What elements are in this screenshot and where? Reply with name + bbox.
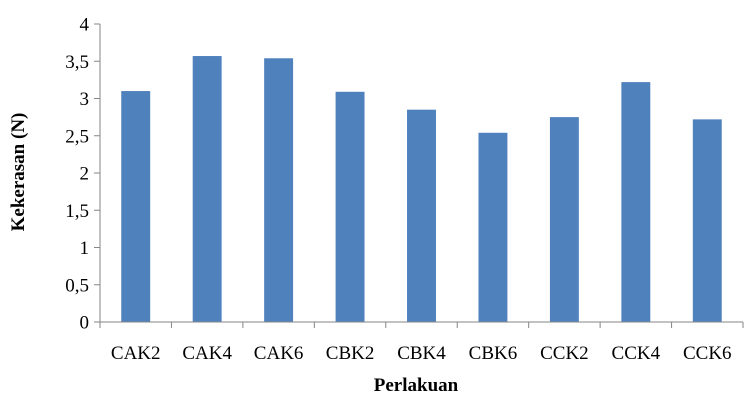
bar-cbk2	[335, 91, 365, 322]
x-tick-label: CBK6	[469, 343, 518, 364]
bar-cck4	[621, 82, 651, 322]
x-axis-ticks: CAK2 CAK4 CAK6 CBK2 CBK4 CBK6 CCK2 CCK4 CCK6	[99, 322, 744, 364]
bar-cak2	[121, 91, 151, 322]
x-tick-label: CBK2	[326, 343, 375, 364]
bar-cbk6	[478, 132, 508, 322]
x-tick-label: CCK4	[612, 343, 661, 364]
x-tick-label: CAK4	[182, 343, 232, 364]
y-tick-label: 3,5	[65, 52, 89, 73]
y-tick-label: 2	[80, 164, 90, 185]
y-tick-label: 1	[80, 238, 90, 259]
y-tick-label: 3	[80, 89, 90, 110]
x-tick-label: CCK6	[683, 343, 732, 364]
x-tick-label: CBK4	[397, 343, 446, 364]
bar-cck2	[549, 117, 579, 322]
bar-cck6	[692, 119, 722, 322]
y-axis-title: Kekerasan (N)	[8, 113, 29, 232]
bar-cbk4	[407, 109, 436, 322]
y-axis-ticks: 0 0,5 1 1,5 2 2,5 3 3,5 4	[65, 15, 100, 334]
bars	[121, 56, 722, 323]
y-tick-label: 0,5	[65, 275, 89, 296]
x-axis-title: Perlakuan	[374, 375, 459, 396]
y-tick-label: 0	[80, 313, 90, 334]
y-tick-label: 4	[80, 15, 90, 36]
x-tick-label: CAK2	[111, 343, 161, 364]
x-tick-label: CCK2	[540, 343, 589, 364]
y-tick-label: 1,5	[65, 201, 89, 222]
y-tick-label: 2,5	[65, 126, 89, 147]
bar-cak4	[192, 56, 222, 322]
x-tick-label: CAK6	[254, 343, 304, 364]
bar-cak6	[264, 58, 294, 323]
